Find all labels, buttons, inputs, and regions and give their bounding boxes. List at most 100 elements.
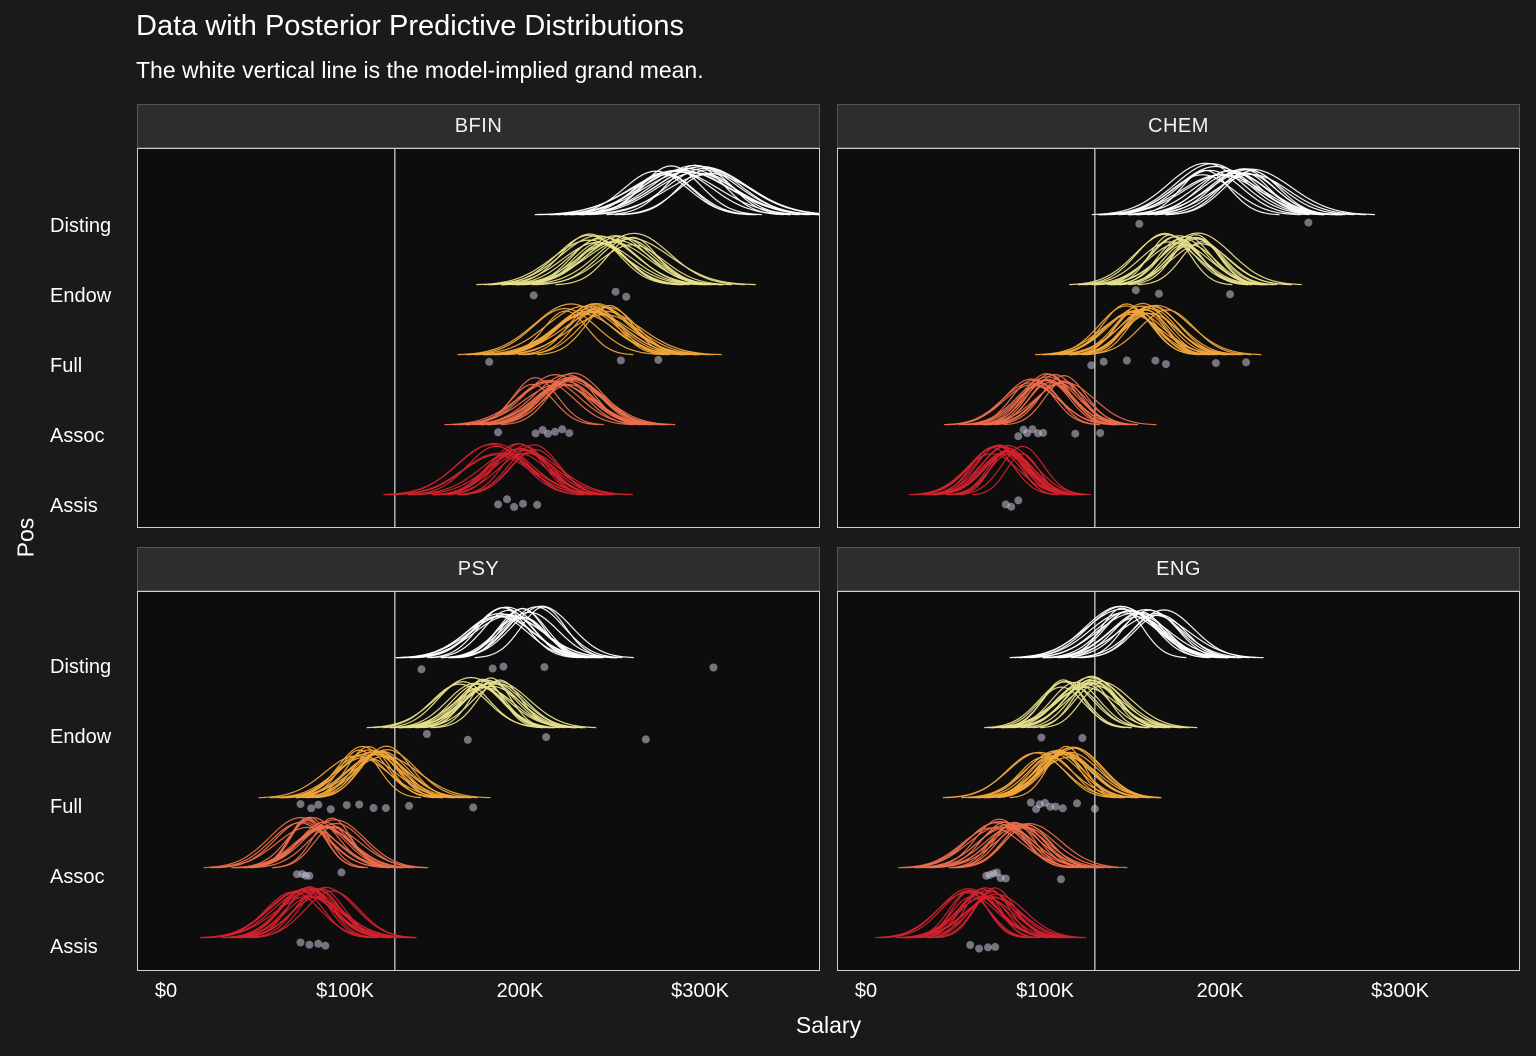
posterior-curve	[997, 749, 1122, 799]
posterior-curve	[1078, 241, 1261, 286]
posterior-curve	[524, 307, 671, 356]
posterior-curve	[984, 680, 1148, 729]
chart-subtitle: The white vertical line is the model-imp…	[136, 57, 704, 83]
posterior-curve	[1098, 165, 1334, 216]
posterior-curve	[297, 749, 422, 799]
data-point	[984, 943, 992, 952]
data-point	[381, 804, 390, 813]
data-point	[314, 800, 323, 809]
posterior-curve	[1044, 614, 1264, 659]
data-point	[499, 662, 508, 671]
posterior-curve	[459, 373, 651, 426]
posterior-curve	[976, 756, 1161, 799]
posterior-curve	[958, 376, 1137, 426]
data-point	[542, 733, 551, 742]
data-point	[1304, 218, 1313, 227]
posterior-curve	[952, 821, 1077, 869]
y-axis-label: Full	[50, 796, 83, 818]
data-point	[1051, 802, 1060, 811]
y-axis-label: Full	[50, 355, 83, 377]
data-point	[1135, 219, 1144, 228]
posterior-curve	[522, 306, 696, 356]
posterior-curve	[898, 889, 1077, 939]
data-point	[296, 800, 305, 809]
posterior-curve	[946, 752, 1126, 799]
data-point	[326, 805, 335, 814]
facet-panel-psy	[137, 591, 820, 971]
data-point	[641, 735, 650, 744]
posterior-curve	[488, 234, 690, 286]
data-point	[1058, 804, 1067, 813]
posterior-curve	[1042, 609, 1220, 659]
data-point	[369, 804, 378, 812]
facet-strip-chem: CHEM	[837, 104, 1520, 148]
posterior-curve	[949, 378, 1114, 426]
posterior-curve	[475, 376, 664, 426]
facet-plot-psy	[200, 592, 718, 970]
posterior-curve	[1029, 610, 1228, 659]
data-point	[1242, 358, 1251, 367]
y-axis-label: Endow	[50, 285, 112, 307]
data-point	[565, 429, 574, 438]
posterior-curve	[269, 756, 462, 799]
posterior-curve	[395, 613, 618, 659]
data-point	[305, 940, 314, 949]
posterior-curve	[210, 826, 405, 869]
posterior-curve	[1082, 612, 1229, 659]
posterior-curve	[488, 241, 707, 286]
posterior-curve	[984, 381, 1139, 426]
data-point	[417, 665, 426, 674]
posterior-curve	[422, 678, 543, 729]
posterior-curve	[606, 164, 784, 216]
posterior-curve	[927, 446, 1058, 496]
posterior-curve	[427, 606, 578, 659]
data-point	[1096, 429, 1105, 437]
posterior-curve	[276, 751, 465, 799]
posterior-curve	[366, 676, 576, 729]
posterior-curve	[437, 453, 583, 496]
posterior-curve	[928, 451, 1084, 496]
x-axis-tick-label: $100K	[316, 980, 374, 1002]
data-point	[1078, 734, 1087, 742]
posterior-curve	[407, 448, 629, 496]
data-point	[1039, 428, 1048, 437]
posterior-curve	[1057, 607, 1187, 659]
posterior-curve	[441, 611, 618, 659]
data-point	[558, 425, 567, 434]
posterior-curve	[486, 308, 690, 356]
posterior-curve	[983, 373, 1116, 426]
x-axis-title: Salary	[795, 1012, 862, 1038]
posterior-curve	[988, 382, 1131, 426]
posterior-curve	[296, 748, 478, 799]
posterior-curve	[990, 686, 1132, 729]
posterior-curve	[1118, 170, 1343, 216]
x-axis-tick-label: $300K	[1371, 980, 1429, 1002]
posterior-curve	[454, 379, 645, 426]
data-point	[463, 735, 472, 744]
facet-strip-label: CHEM	[1148, 114, 1209, 137]
facet-strip-bfin: BFIN	[137, 104, 820, 148]
posterior-curve	[408, 682, 576, 729]
data-point	[551, 427, 559, 436]
posterior-curve	[1147, 168, 1340, 216]
posterior-curve	[1040, 685, 1158, 729]
posterior-curve	[1074, 309, 1218, 356]
posterior-curve	[987, 746, 1160, 799]
posterior-curve	[1077, 232, 1253, 286]
posterior-curve	[578, 172, 819, 216]
y-axis-label: Assis	[50, 936, 98, 958]
posterior-curve	[1027, 682, 1167, 729]
posterior-curve	[466, 379, 671, 426]
posterior-curve	[465, 307, 664, 356]
posterior-curve	[957, 445, 1088, 496]
posterior-curve	[1070, 609, 1257, 659]
posterior-curve	[924, 444, 1092, 496]
x-axis-tick-label: $300K	[671, 980, 729, 1002]
data-point	[622, 292, 631, 301]
facet-plot-chem	[908, 149, 1375, 527]
data-point	[1151, 356, 1160, 365]
facet-panel-bfin	[137, 148, 820, 528]
posterior-curve	[210, 822, 390, 869]
posterior-curve	[1130, 169, 1280, 216]
posterior-curve	[474, 311, 710, 356]
